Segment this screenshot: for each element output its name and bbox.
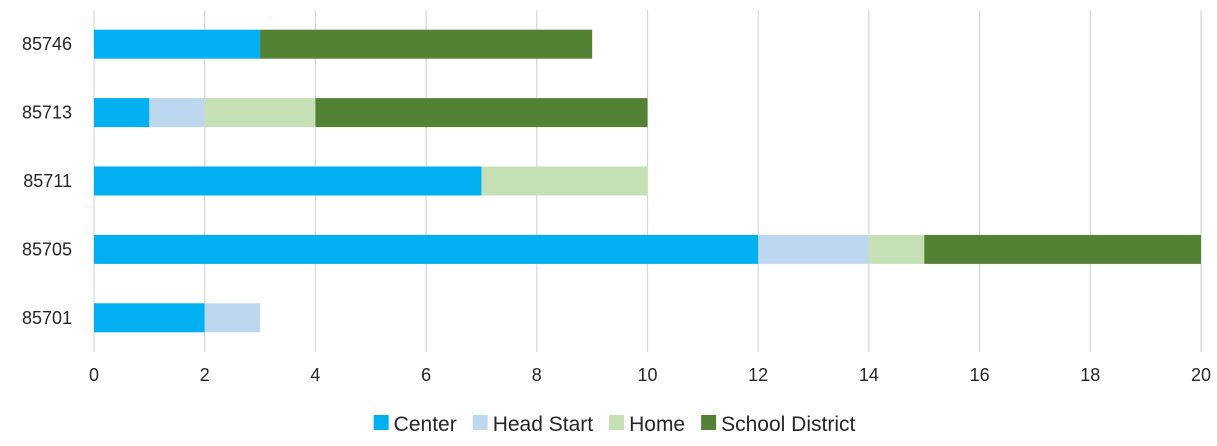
y-tick-label: 85711	[23, 171, 72, 191]
y-axis-labels: 85746 85713 85711 85705 85701	[22, 34, 72, 328]
bar-segment	[204, 98, 316, 128]
legend: Center Head Start Home School District	[373, 413, 855, 436]
x-tick-label: 12	[748, 365, 768, 385]
legend-label: School District	[721, 413, 855, 436]
legend-swatch	[472, 415, 488, 430]
x-tick-label: 20	[1191, 365, 1211, 385]
x-tick-label: 4	[310, 365, 320, 385]
x-axis-labels: 0 2 4 6 8 10 12 14 16 18 20	[89, 365, 1211, 385]
legend-label: Head Start	[493, 413, 594, 436]
bar-segment	[868, 234, 925, 264]
bar-segment	[481, 166, 648, 196]
y-tick-label: 85705	[22, 239, 72, 259]
legend-swatch	[373, 415, 389, 430]
legend-label: Center	[394, 413, 457, 436]
legend-swatch	[701, 415, 717, 430]
y-tick-label: 85713	[22, 103, 72, 123]
legend-label: Home	[629, 413, 685, 436]
legend-item: School District	[701, 413, 855, 436]
bar-segment	[924, 234, 1201, 264]
legend-item: Head Start	[472, 413, 594, 436]
bar-segment	[94, 166, 482, 196]
x-tick-label: 2	[200, 365, 210, 385]
legend-item: Home	[609, 413, 685, 436]
x-tick-label: 14	[859, 365, 879, 385]
bar-segment	[204, 303, 261, 333]
bar-segment	[149, 98, 205, 128]
bar-segment	[315, 98, 648, 128]
bar-segment	[94, 303, 205, 333]
y-tick-label: 85746	[22, 34, 72, 54]
x-tick-label: 16	[970, 365, 990, 385]
bar-segment	[94, 29, 261, 59]
bar-segment	[758, 234, 869, 264]
x-tick-label: 6	[421, 365, 431, 385]
x-tick-label: 8	[532, 365, 542, 385]
bar-segment	[94, 234, 759, 264]
y-tick-label: 85701	[22, 308, 72, 328]
x-tick-label: 0	[89, 365, 99, 385]
bars	[94, 29, 1201, 333]
x-tick-label: 10	[637, 365, 657, 385]
legend-item: Center	[373, 413, 457, 436]
legend-swatch	[609, 415, 625, 430]
bar-segment	[94, 98, 150, 128]
x-tick-label: 18	[1080, 365, 1100, 385]
bar-segment	[260, 29, 593, 59]
